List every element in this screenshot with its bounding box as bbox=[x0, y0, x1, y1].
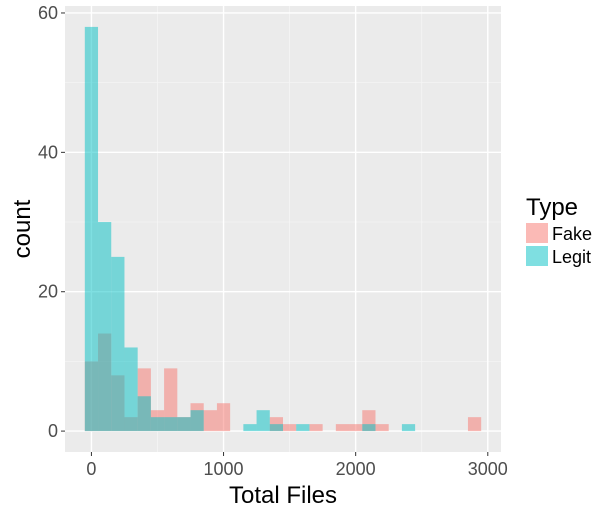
bar-legit bbox=[296, 424, 310, 432]
legend: Type Fake Legit bbox=[526, 194, 592, 267]
bar-fake bbox=[283, 424, 297, 432]
y-tick-label: 40 bbox=[38, 142, 58, 162]
bar-legit bbox=[190, 410, 204, 432]
bar-fake bbox=[203, 410, 217, 432]
bar-legit bbox=[111, 256, 125, 432]
bar-legit bbox=[164, 417, 178, 432]
bar-legit bbox=[84, 26, 99, 432]
bar-legit bbox=[362, 424, 376, 432]
legend-key-legit bbox=[526, 246, 548, 266]
bar-legit bbox=[243, 424, 257, 432]
bar-fake bbox=[216, 403, 231, 432]
y-axis-title: count bbox=[9, 199, 36, 258]
y-tick-label: 20 bbox=[38, 282, 58, 302]
x-axis-title: Total Files bbox=[229, 482, 337, 509]
axis-tick-labels: 0 1000 2000 3000 0 20 40 60 bbox=[38, 3, 508, 479]
bar-legit bbox=[256, 410, 270, 432]
y-tick-label: 0 bbox=[48, 421, 58, 441]
bar-fake bbox=[349, 424, 363, 432]
x-tick-label: 3000 bbox=[468, 459, 508, 479]
legend-label-fake: Fake bbox=[552, 224, 592, 244]
bar-fake bbox=[467, 417, 482, 432]
x-tick-label: 0 bbox=[86, 459, 96, 479]
bar-fake bbox=[375, 424, 389, 432]
legend-key-fake bbox=[526, 223, 548, 243]
bar-legit bbox=[137, 396, 151, 432]
bar-legit bbox=[98, 222, 112, 432]
bar-legit bbox=[150, 417, 165, 432]
bar-fake bbox=[335, 424, 350, 432]
bar-fake bbox=[164, 368, 178, 432]
legend-title: Type bbox=[526, 194, 578, 221]
axis-ticks bbox=[61, 12, 489, 456]
bar-legit bbox=[401, 424, 416, 432]
bar-legit bbox=[177, 417, 191, 432]
x-tick-label: 1000 bbox=[204, 459, 244, 479]
histogram-bars bbox=[84, 26, 482, 432]
y-tick-label: 60 bbox=[38, 3, 58, 23]
bar-legit bbox=[124, 347, 138, 432]
bar-fake bbox=[309, 424, 323, 432]
x-tick-label: 2000 bbox=[336, 459, 376, 479]
bar-legit bbox=[269, 424, 283, 432]
legend-label-legit: Legit bbox=[552, 247, 591, 267]
